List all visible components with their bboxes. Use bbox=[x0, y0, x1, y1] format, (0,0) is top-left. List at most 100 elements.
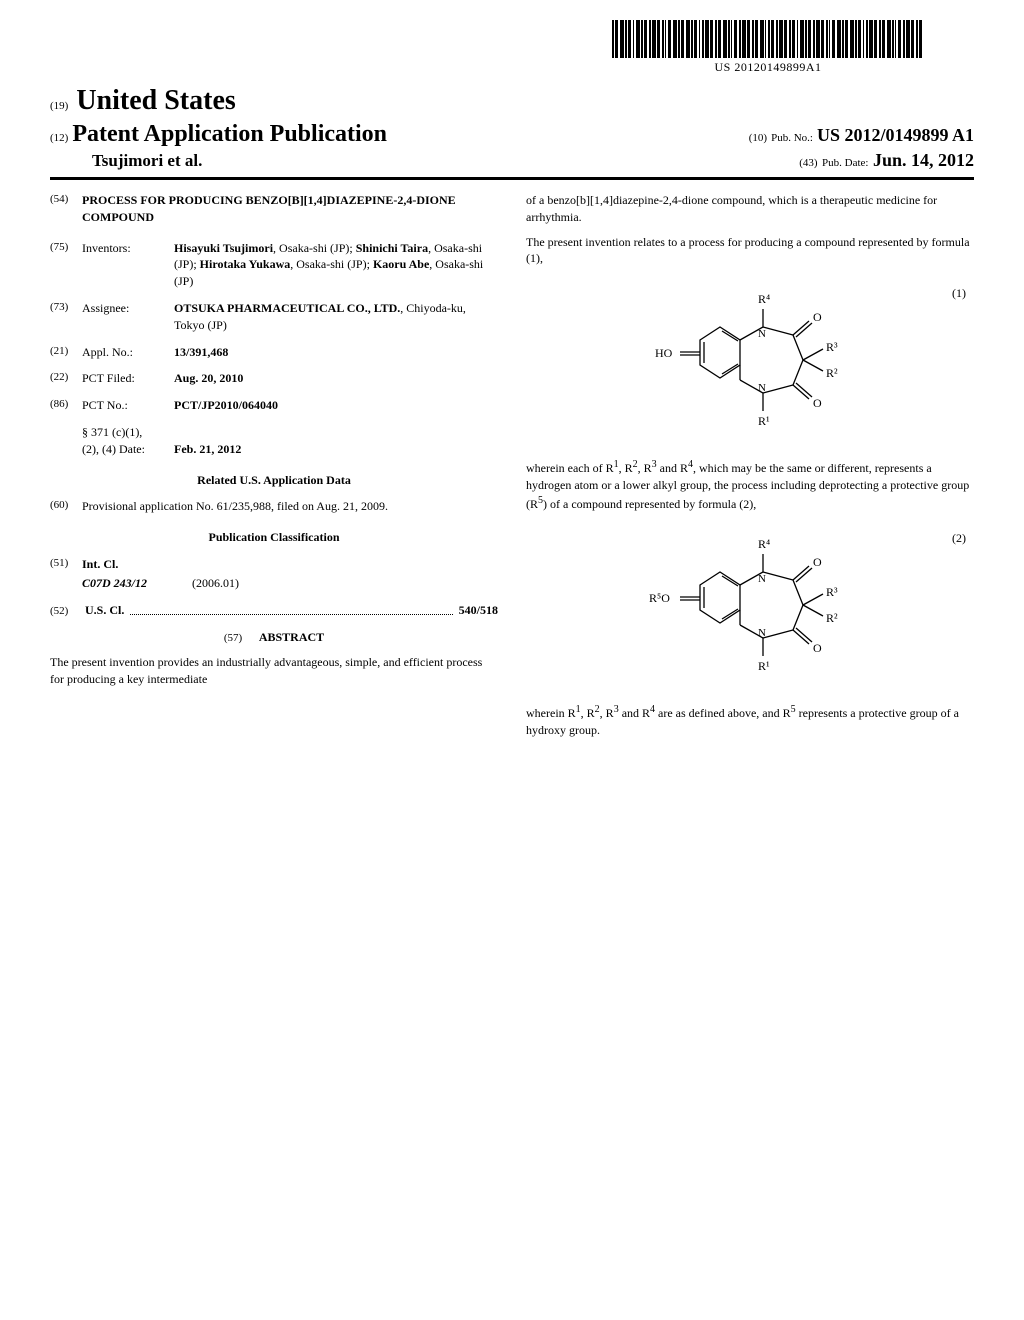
svg-text:N: N bbox=[758, 573, 766, 585]
abstract-num: (57) bbox=[224, 631, 256, 646]
s371-date: Feb. 21, 2012 bbox=[174, 441, 498, 458]
right-p3: wherein each of R1, R2, R3 and R4, which… bbox=[526, 458, 974, 512]
country-name: United States bbox=[76, 85, 235, 116]
pct-filed-value: Aug. 20, 2010 bbox=[174, 370, 498, 387]
svg-text:R³: R³ bbox=[826, 585, 838, 599]
pub-type-num: (12) bbox=[50, 132, 68, 144]
patent-title: PROCESS FOR PRODUCING BENZO[B][1,4]DIAZE… bbox=[82, 192, 498, 226]
provisional-row: (60) Provisional application No. 61/235,… bbox=[50, 498, 498, 515]
authors: Tsujimori et al. bbox=[50, 151, 202, 171]
svg-text:R⁴: R⁴ bbox=[758, 537, 770, 551]
provisional-value: Provisional application No. 61/235,988, … bbox=[82, 498, 498, 515]
svg-text:O: O bbox=[813, 641, 822, 655]
pub-date: Jun. 14, 2012 bbox=[873, 150, 974, 170]
pub-no: US 2012/0149899 A1 bbox=[817, 125, 974, 145]
svg-text:O: O bbox=[813, 555, 822, 569]
appl-row: (21) Appl. No.: 13/391,468 bbox=[50, 344, 498, 361]
pub-type: Patent Application Publication bbox=[72, 121, 387, 147]
p4a: wherein R bbox=[526, 706, 576, 720]
appl-num: (21) bbox=[50, 344, 82, 361]
abstract-heading: (57) ABSTRACT bbox=[50, 629, 498, 646]
svg-text:HO: HO bbox=[655, 346, 673, 360]
intcl-row: (51) Int. Cl. bbox=[50, 556, 498, 573]
molecule-1: HO R⁴ N O R³ R² N O R¹ bbox=[645, 285, 855, 435]
title-num: (54) bbox=[50, 192, 82, 226]
pct-filed-label: PCT Filed: bbox=[82, 370, 174, 387]
s371-date-row: (2), (4) Date: Feb. 21, 2012 bbox=[50, 441, 498, 458]
p3f: ) of a compound represented by formula (… bbox=[543, 497, 756, 511]
intcl-code: C07D 243/12 bbox=[82, 575, 192, 592]
pub-no-label: Pub. No.: bbox=[771, 132, 813, 144]
assignee-value: OTSUKA PHARMACEUTICAL CO., LTD., Chiyoda… bbox=[174, 300, 498, 334]
svg-text:N: N bbox=[758, 328, 766, 340]
provisional-num: (60) bbox=[50, 498, 82, 515]
assignee-label: Assignee: bbox=[82, 300, 174, 334]
p3d: and R bbox=[657, 461, 688, 475]
header-rule bbox=[50, 177, 974, 180]
author-line: Tsujimori et al. (43) Pub. Date: Jun. 14… bbox=[50, 150, 974, 171]
svg-text:O: O bbox=[813, 310, 822, 324]
country-num: (19) bbox=[50, 100, 68, 112]
svg-text:N: N bbox=[758, 627, 766, 639]
right-p1: of a benzo[b][1,4]diazepine-2,4-dione co… bbox=[526, 192, 974, 226]
p4c: , R bbox=[600, 706, 614, 720]
uscl-value: 540/518 bbox=[459, 602, 498, 619]
inventors-label: Inventors: bbox=[82, 240, 174, 290]
left-column: (54) PROCESS FOR PRODUCING BENZO[B][1,4]… bbox=[50, 192, 498, 747]
formula-2-num: (2) bbox=[952, 530, 966, 547]
svg-text:N: N bbox=[758, 382, 766, 394]
assignee-row: (73) Assignee: OTSUKA PHARMACEUTICAL CO.… bbox=[50, 300, 498, 334]
svg-text:R⁴: R⁴ bbox=[758, 292, 770, 306]
p4d: and R bbox=[619, 706, 650, 720]
barcode-bars bbox=[612, 20, 924, 58]
uscl-label: U.S. Cl. bbox=[85, 603, 124, 617]
s371-row: § 371 (c)(1), bbox=[50, 424, 498, 441]
s371-blank2 bbox=[50, 441, 82, 458]
pub-date-num: (43) bbox=[799, 157, 817, 169]
s371-blank bbox=[50, 424, 82, 441]
right-p2: The present invention relates to a proce… bbox=[526, 234, 974, 268]
classification-heading: Publication Classification bbox=[50, 529, 498, 546]
svg-text:R¹: R¹ bbox=[758, 414, 770, 428]
pct-filed-num: (22) bbox=[50, 370, 82, 387]
svg-text:R²: R² bbox=[826, 611, 838, 625]
appl-label: Appl. No.: bbox=[82, 344, 174, 361]
intcl-code-row: C07D 243/12 (2006.01) bbox=[50, 575, 498, 592]
svg-text:R²: R² bbox=[826, 366, 838, 380]
p4e: are as defined above, and R bbox=[655, 706, 791, 720]
uscl-num: (52) bbox=[50, 604, 82, 619]
formula-2: (2) bbox=[526, 530, 974, 685]
pct-filed-row: (22) PCT Filed: Aug. 20, 2010 bbox=[50, 370, 498, 387]
barcode-block: US 20120149899A1 bbox=[612, 20, 924, 75]
pub-date-label: Pub. Date: bbox=[822, 157, 868, 169]
p4b: , R bbox=[581, 706, 595, 720]
right-column: of a benzo[b][1,4]diazepine-2,4-dione co… bbox=[526, 192, 974, 747]
intcl-year: (2006.01) bbox=[192, 575, 239, 592]
intcl-blank bbox=[50, 575, 82, 592]
svg-text:O: O bbox=[813, 396, 822, 410]
inventors-num: (75) bbox=[50, 240, 82, 290]
header-country: (19) United States bbox=[50, 85, 974, 117]
title-row: (54) PROCESS FOR PRODUCING BENZO[B][1,4]… bbox=[50, 192, 498, 226]
appl-value: 13/391,468 bbox=[174, 344, 498, 361]
formula-1: (1) bbox=[526, 285, 974, 440]
pub-no-num: (10) bbox=[749, 132, 767, 144]
abstract-p1: The present invention provides an indust… bbox=[50, 654, 498, 688]
pct-no-value: PCT/JP2010/064040 bbox=[174, 397, 498, 414]
inventors-row: (75) Inventors: Hisayuki Tsujimori, Osak… bbox=[50, 240, 498, 290]
intcl-num: (51) bbox=[50, 556, 82, 573]
pct-no-row: (86) PCT No.: PCT/JP2010/064040 bbox=[50, 397, 498, 414]
formula-1-num: (1) bbox=[952, 285, 966, 302]
pct-no-label: PCT No.: bbox=[82, 397, 174, 414]
svg-text:R⁵O: R⁵O bbox=[649, 591, 670, 605]
molecule-2: R⁵O R⁴ N O R³ R² N O R¹ bbox=[645, 530, 855, 680]
inventors-value: Hisayuki Tsujimori, Osaka-shi (JP); Shin… bbox=[174, 240, 498, 290]
content-columns: (54) PROCESS FOR PRODUCING BENZO[B][1,4]… bbox=[50, 192, 974, 747]
p3c: , R bbox=[638, 461, 652, 475]
uscl-dots bbox=[130, 598, 452, 615]
p3b: , R bbox=[619, 461, 633, 475]
s371b: (2), (4) Date: bbox=[82, 441, 174, 458]
intcl-label: Int. Cl. bbox=[82, 556, 118, 573]
svg-text:R³: R³ bbox=[826, 340, 838, 354]
barcode-text: US 20120149899A1 bbox=[612, 60, 924, 75]
